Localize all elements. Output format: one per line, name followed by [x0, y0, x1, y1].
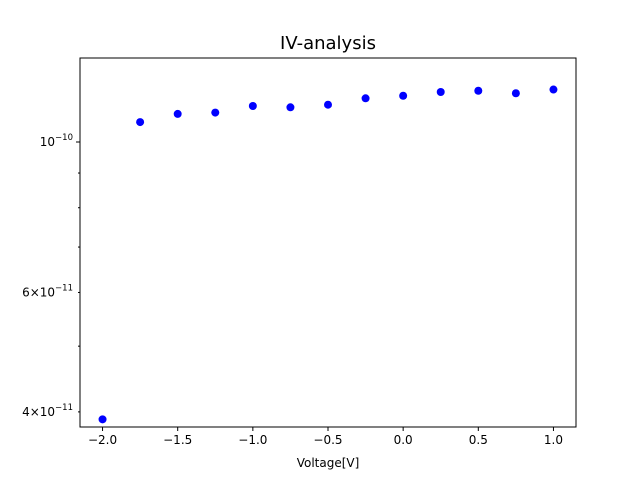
data-point: [474, 86, 483, 95]
data-point: [211, 108, 220, 117]
data-point: [361, 94, 370, 103]
x-tick-label: −1.5: [163, 433, 192, 447]
x-tick-label: 0.0: [394, 433, 413, 447]
data-point: [399, 91, 408, 100]
x-tick-label: 1.0: [544, 433, 563, 447]
data-point: [173, 109, 182, 118]
data-point: [98, 415, 107, 424]
x-tick-label: −0.5: [313, 433, 342, 447]
chart-title: IV-analysis: [280, 33, 376, 54]
data-point: [248, 102, 257, 111]
data-point: [136, 118, 145, 127]
data-point: [436, 88, 445, 97]
data-point: [549, 85, 558, 94]
x-tick-label: 0.5: [469, 433, 488, 447]
x-tick-label: −2.0: [88, 433, 117, 447]
data-point: [511, 89, 520, 98]
plot-area: −2.0 −1.5 −1.0 −0.5 0.0 0.5 1.010−104×10−116×1…: [22, 57, 577, 447]
x-tick-label: −1.0: [238, 433, 267, 447]
data-point: [286, 103, 295, 112]
data-point: [324, 100, 332, 109]
x-axis-label: Voltage[V]: [297, 456, 360, 470]
